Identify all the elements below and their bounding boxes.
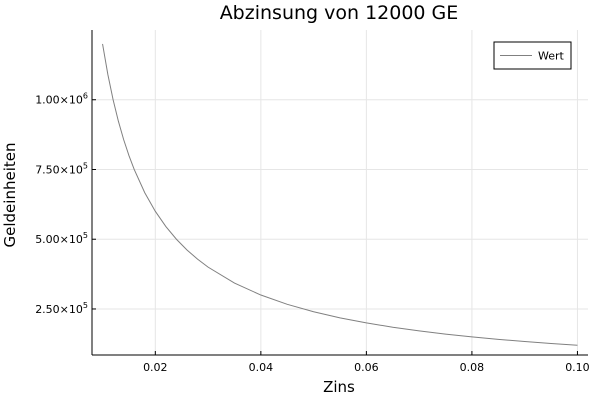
y-tick-label: 2.50×105 [35,301,88,316]
x-tick-label: 0.08 [460,361,485,374]
axes [91,30,588,356]
grid-lines [92,30,588,355]
chart-title: Abzinsung von 12000 GE [220,2,459,24]
tick-labels: 0.02 0.04 0.06 0.08 0.10 2.50×105 5.00×105 7.50… [35,92,590,374]
series-line-wert [102,43,578,346]
x-tick-label: 0.06 [354,361,379,374]
series-lines [102,43,578,346]
x-axis-label: Zins [323,378,355,396]
y-axis-label: Geldeinheiten [1,143,19,248]
x-tick-label: 0.02 [143,361,168,374]
x-tick-label: 0.04 [249,361,274,374]
legend-label: Wert [538,50,565,63]
y-tick-label: 1.00×106 [35,92,88,107]
y-tick-label: 5.00×105 [35,231,88,246]
x-tick-label: 0.10 [565,361,590,374]
legend: Wert [493,41,572,70]
y-tick-label: 7.50×105 [35,161,88,176]
